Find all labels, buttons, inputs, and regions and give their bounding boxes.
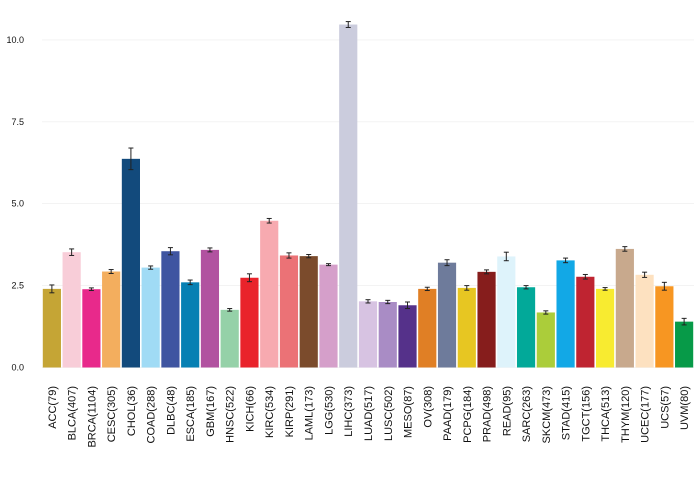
bar xyxy=(497,256,516,368)
x-tick-label: THYM(120) xyxy=(620,386,632,443)
x-tick-label: BRCA(1104) xyxy=(86,386,98,448)
bar xyxy=(596,288,615,368)
bar xyxy=(477,271,496,368)
y-axis-ticks: 0.0 2.5 5.0 7.5 10.0 xyxy=(6,35,24,373)
bar xyxy=(121,158,140,368)
x-tick-label: SARC(263) xyxy=(521,386,533,442)
bar xyxy=(279,255,299,368)
bar xyxy=(102,271,121,368)
x-tick-label: KIRC(534) xyxy=(264,386,276,438)
bar xyxy=(62,252,81,368)
bar xyxy=(576,276,595,368)
bar xyxy=(556,260,575,368)
x-tick-label: LUAD(517) xyxy=(363,386,375,441)
x-tick-label: UCS(57) xyxy=(659,386,671,429)
x-tick-label: READ(95) xyxy=(501,386,513,436)
bar xyxy=(655,286,674,368)
bar xyxy=(220,309,239,368)
error-bars-layer xyxy=(49,21,687,326)
x-tick-label: PRAD(498) xyxy=(482,386,494,442)
x-tick-label: THCA(513) xyxy=(600,386,612,442)
bar xyxy=(299,256,318,368)
x-tick-label: MESO(87) xyxy=(403,386,415,438)
x-tick-label: GBM(167) xyxy=(205,386,217,437)
bar xyxy=(260,220,279,368)
x-tick-label: UCEC(177) xyxy=(640,386,652,443)
x-tick-label: BLCA(407) xyxy=(67,386,79,440)
x-tick-label: PAAD(179) xyxy=(442,386,454,441)
bar xyxy=(418,288,437,368)
y-tick-label: 10.0 xyxy=(6,35,24,45)
y-tick-label: 0.0 xyxy=(11,363,24,373)
bar xyxy=(378,301,397,368)
x-tick-label: LGG(530) xyxy=(323,386,335,435)
x-tick-label: LIHC(373) xyxy=(343,386,355,437)
bar xyxy=(319,264,338,368)
y-tick-label: 7.5 xyxy=(11,117,24,127)
bar xyxy=(675,321,694,368)
bar xyxy=(161,251,180,368)
bar xyxy=(339,24,358,368)
y-tick-label: 5.0 xyxy=(11,199,24,209)
x-tick-label: TGCT(156) xyxy=(580,386,592,442)
x-tick-label: CESC(305) xyxy=(106,386,118,442)
x-tick-label: COAD(288) xyxy=(146,386,158,443)
x-tick-label: CHOL(36) xyxy=(126,386,138,436)
bars-layer xyxy=(42,24,694,368)
x-tick-label: HNSC(522) xyxy=(225,386,237,443)
bar xyxy=(615,248,634,368)
bar xyxy=(457,287,476,368)
x-tick-label: DLBC(48) xyxy=(165,386,177,435)
bar xyxy=(437,262,457,368)
x-tick-label: ACC(79) xyxy=(47,386,59,429)
x-tick-label: ESCA(185) xyxy=(185,386,197,442)
bar xyxy=(358,301,378,368)
bar xyxy=(141,267,160,368)
x-tick-label: UVM(80) xyxy=(679,386,691,430)
bar xyxy=(240,277,259,368)
x-tick-label: KICH(66) xyxy=(244,386,256,432)
bar xyxy=(398,305,417,368)
x-tick-label: LUSC(502) xyxy=(383,386,395,441)
bar xyxy=(42,288,61,368)
bar xyxy=(516,287,536,368)
x-tick-label: STAD(415) xyxy=(561,386,573,440)
x-tick-label: LAML(173) xyxy=(304,386,316,440)
x-tick-label: SKCM(473) xyxy=(541,386,553,443)
bar xyxy=(181,282,200,368)
x-tick-label: OV(308) xyxy=(422,386,434,428)
x-tick-label: KIRP(291) xyxy=(284,386,296,437)
bar xyxy=(82,289,101,368)
bar xyxy=(536,312,555,368)
x-axis-labels: ACC(79) BLCA(407) BRCA(1104) CESC(305) CHOL(… xyxy=(47,386,691,448)
bar xyxy=(200,249,220,368)
bar xyxy=(635,274,654,368)
y-tick-label: 2.5 xyxy=(11,281,24,291)
x-tick-label: PCPG(184) xyxy=(462,386,474,443)
